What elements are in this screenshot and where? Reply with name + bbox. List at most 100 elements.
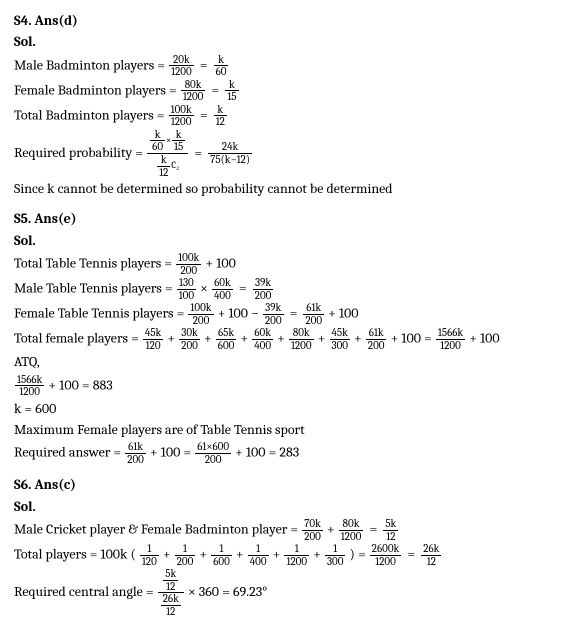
text: ) =	[350, 545, 369, 562]
s4-line5: Since k cannot be determined so probabil…	[14, 179, 552, 199]
s6-line3: Required central angle = 5k12 26k12 × 36…	[14, 568, 552, 617]
s5-line3: Female Table Tennis players = 100k200 + …	[14, 302, 552, 326]
text: × 360 = 69.23°	[188, 583, 268, 600]
fraction: 1600	[211, 543, 232, 567]
fraction: 1120	[140, 543, 159, 567]
text: + 100	[205, 254, 235, 271]
fraction: 45k300	[330, 327, 350, 351]
fraction: 61k200	[366, 327, 387, 351]
s6-line1: Male Cricket player & Female Badminton p…	[14, 518, 552, 542]
fraction: 61k200	[125, 441, 146, 465]
fraction: 26k12	[421, 543, 441, 567]
eq: =	[200, 56, 208, 73]
fraction: 80k1200	[181, 79, 206, 103]
text: + 100 =	[391, 330, 435, 347]
s5-line7: k = 600	[14, 399, 552, 419]
s5-line5: ATQ,	[14, 352, 552, 372]
s4-header: S4. Ans(d)	[14, 11, 552, 31]
fraction: 20k1200	[169, 54, 194, 78]
solution-s4: S4. Ans(d) Sol. Male Badminton players =…	[14, 11, 552, 199]
s5-line8: Maximum Female players are of Table Tenn…	[14, 420, 552, 440]
text: ×	[200, 279, 208, 296]
eq: =	[239, 279, 247, 296]
text: Male Badminton players =	[14, 56, 168, 73]
fraction: 100k1200	[169, 104, 194, 128]
s5-line6: 1566k1200 + 100 = 883	[14, 374, 552, 398]
text: Total players = 100k (	[14, 545, 136, 562]
fraction: 1566k1200	[15, 374, 44, 398]
s5-header: S5. Ans(e)	[14, 209, 552, 229]
s5-line9: Required answer = 61k200 + 100 = 61×6002…	[14, 441, 552, 465]
text: Female Table Tennis players =	[14, 304, 187, 321]
fraction: 80k1200	[339, 518, 364, 542]
s5-line1: Total Table Tennis players = 100k200 + 1…	[14, 252, 552, 276]
text: Total Table Tennis players =	[14, 254, 175, 271]
fraction: k12	[214, 104, 227, 128]
s4-line3: Total Badminton players = 100k1200 = k12	[14, 104, 552, 128]
text: + 100	[469, 330, 499, 347]
fraction: 130100	[177, 277, 196, 301]
fraction: 65k600	[216, 327, 237, 351]
fraction: 24k75(k−12)	[208, 141, 252, 165]
fraction: 1400	[248, 543, 269, 567]
s4-line2: Female Badminton players = 80k1200 = k15	[14, 79, 552, 103]
text: + 100 −	[218, 304, 262, 321]
s6-header: S6. Ans(c)	[14, 475, 552, 495]
s5-line4: Total female players = 45k120 + 30k200 +…	[14, 327, 552, 351]
text: + 100 = 283	[235, 444, 299, 461]
fraction: 70k200	[302, 518, 323, 542]
text: + 100	[328, 304, 358, 321]
fraction: k15	[172, 129, 185, 153]
s6-sol: Sol.	[14, 497, 552, 517]
fraction: 1200	[175, 543, 196, 567]
s5-line2: Male Table Tennis players = 130100 × 60k…	[14, 277, 552, 301]
fraction: k15	[225, 79, 238, 103]
fraction: 5k12	[163, 568, 178, 592]
fraction: 2600k1200	[370, 543, 402, 567]
fraction: 100k200	[188, 302, 213, 326]
nested-fraction: k60×k15 k12C₂	[147, 129, 188, 178]
eq: =	[200, 106, 208, 123]
text: +	[327, 520, 338, 537]
eq: =	[211, 81, 219, 98]
fraction: 26k12	[161, 593, 181, 617]
fraction: 45k120	[143, 327, 163, 351]
fraction: 100k200	[176, 252, 201, 276]
fraction: 39k200	[263, 302, 284, 326]
text: Required answer =	[14, 444, 124, 461]
text: Required central angle =	[14, 583, 157, 600]
fraction: 80k1200	[289, 327, 314, 351]
text: Male Table Tennis players =	[14, 279, 176, 296]
fraction: 60k400	[212, 277, 233, 301]
text: Male Cricket player & Female Badminton p…	[14, 520, 301, 537]
text: Female Badminton players =	[14, 81, 180, 98]
fraction: k60	[150, 129, 165, 153]
fraction: 1300	[325, 543, 345, 567]
eq: =	[369, 520, 377, 537]
fraction: 5k12	[383, 518, 398, 542]
fraction: 61k200	[303, 302, 324, 326]
fraction: 30k200	[179, 327, 200, 351]
fraction: 61×600200	[195, 441, 231, 465]
fraction: 60k400	[252, 327, 273, 351]
s4-line1: Male Badminton players = 20k1200 = k60	[14, 54, 552, 78]
fraction: 11200	[284, 543, 309, 567]
s6-line2: Total players = 100k ( 1120 + 1200 + 160…	[14, 543, 552, 567]
fraction: k60	[214, 54, 229, 78]
solution-s6: S6. Ans(c) Sol. Male Cricket player & Fe…	[14, 475, 552, 617]
fraction: 1566k1200	[436, 327, 465, 351]
fraction: 39k200	[253, 277, 274, 301]
text: Total female players =	[14, 330, 142, 347]
s5-sol: Sol.	[14, 231, 552, 251]
s4-sol: Sol.	[14, 32, 552, 52]
eq: =	[290, 304, 298, 321]
text: + 100 = 883	[48, 376, 112, 393]
s4-line4: Required probability = k60×k15 k12C₂ = 2…	[14, 129, 552, 178]
eq: =	[194, 144, 202, 161]
eq: =	[407, 545, 415, 562]
nested-fraction: 5k12 26k12	[158, 568, 184, 617]
text: Required probability =	[14, 144, 146, 161]
text: Total Badminton players =	[14, 106, 168, 123]
text: + 100 =	[150, 444, 194, 461]
fraction: k12	[157, 154, 170, 178]
